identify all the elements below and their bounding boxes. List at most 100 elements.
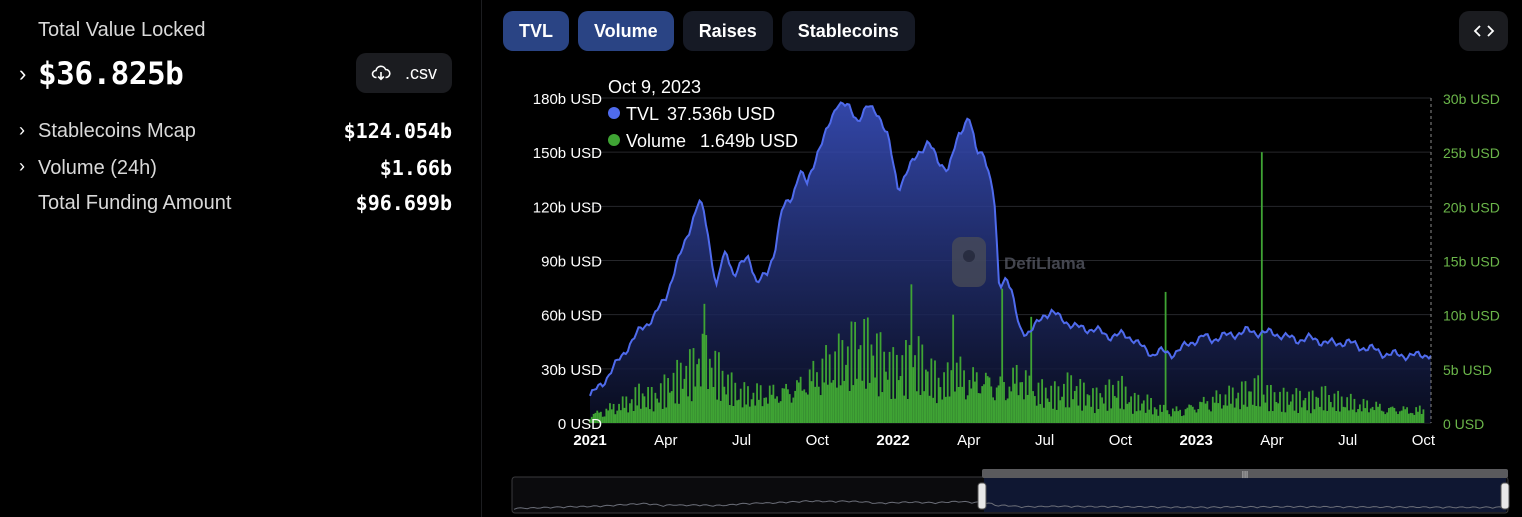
volume-bar: [928, 395, 931, 423]
volume-bar: [805, 392, 807, 423]
volume-bar: [943, 372, 945, 423]
volume-bar: [881, 392, 884, 423]
tab-stablecoins[interactable]: Stablecoins: [781, 11, 915, 51]
volume-bar: [1251, 404, 1254, 423]
tab-tvl[interactable]: TVL: [503, 11, 569, 51]
volume-bar: [814, 386, 817, 423]
range-slider[interactable]: |||: [511, 469, 1510, 514]
volume-bar: [1282, 387, 1285, 423]
volume-bar: [932, 397, 935, 423]
volume-bar: [848, 390, 851, 423]
volume-bar: [605, 408, 608, 423]
volume-bar: [797, 382, 800, 423]
volume-bar: [1268, 411, 1270, 423]
stat-row-volume[interactable]: Volume (24h) $1.66b: [38, 156, 452, 180]
volume-bar: [601, 416, 604, 423]
volume-chevron-icon[interactable]: ›: [19, 156, 25, 176]
volume-bar: [723, 386, 726, 423]
volume-bar: [627, 412, 630, 423]
volume-bar: [1021, 382, 1024, 423]
volume-bar: [743, 382, 746, 423]
tab-volume[interactable]: Volume: [578, 11, 674, 51]
volume-bar: [1050, 385, 1053, 423]
y-left-tick-label: 180b USD: [533, 91, 602, 108]
volume-bar: [877, 396, 880, 423]
volume-bar: [654, 392, 657, 423]
volume-bar: [1397, 414, 1399, 423]
volume-bar: [719, 400, 722, 423]
slider-window-bar[interactable]: [982, 469, 1508, 478]
volume-bar: [721, 370, 724, 423]
volume-bar: [1001, 288, 1004, 423]
volume-bar: [1057, 386, 1060, 423]
volume-bar: [734, 382, 737, 423]
volume-bar: [830, 382, 833, 423]
volume-bar: [1137, 394, 1140, 423]
volume-bar: [736, 400, 738, 423]
volume-bar: [819, 395, 822, 423]
volume-bar: [728, 405, 731, 423]
y-left-tick-label: 60b USD: [541, 308, 602, 325]
volume-bar: [852, 385, 855, 423]
volume-bar: [1190, 405, 1192, 423]
volume-bar: [1237, 392, 1240, 423]
volume-bar: [616, 410, 619, 423]
x-tick-label: Apr: [654, 432, 677, 449]
volume-bar: [641, 393, 644, 423]
volume-bar: [1121, 375, 1123, 423]
volume-bar: [968, 379, 971, 423]
volume-bar: [703, 303, 706, 423]
volume-bar: [859, 345, 862, 423]
volume-bar: [670, 391, 673, 423]
volume-bar: [1175, 406, 1178, 423]
tab-raises[interactable]: Raises: [682, 11, 773, 51]
volume-bar: [1003, 382, 1005, 423]
volume-bar: [685, 365, 688, 423]
slider-left-handle[interactable]: [977, 482, 987, 510]
x-tick-label: 2023: [1179, 432, 1212, 449]
volume-bar: [963, 370, 965, 423]
volume-bar: [843, 380, 846, 423]
cloud-download-icon: [371, 65, 391, 81]
volume-bar: [1199, 401, 1201, 423]
embed-button[interactable]: [1459, 11, 1508, 51]
volume-bar: [816, 372, 818, 423]
volume-bar: [1286, 391, 1289, 423]
volume-bar: [1337, 390, 1339, 423]
volume-bar: [988, 377, 991, 423]
volume-bar: [1157, 415, 1160, 423]
volume-bar: [1193, 409, 1196, 423]
volume-bar: [1406, 407, 1408, 423]
volume-bar: [808, 369, 811, 423]
volume-bar: [1250, 391, 1252, 423]
volume-bar: [1375, 401, 1378, 423]
stat-row-stablecoins[interactable]: Stablecoins Mcap $124.054b: [38, 119, 452, 143]
slider-selected-range[interactable]: [984, 478, 1506, 512]
expand-chevron-icon[interactable]: ›: [19, 61, 27, 86]
volume-bar: [1210, 411, 1212, 423]
volume-bar: [752, 392, 755, 423]
volume-bar: [1117, 380, 1120, 423]
volume-bar: [874, 377, 876, 423]
code-icon: [1473, 25, 1494, 37]
stablecoins-chevron-icon[interactable]: ›: [19, 120, 25, 140]
volume-bar: [1326, 410, 1329, 423]
volume-bar: [1244, 381, 1247, 423]
volume-bar: [1181, 416, 1183, 423]
volume-bar: [621, 396, 624, 423]
volume-bar: [690, 401, 693, 423]
summary-panel: Total Value Locked › $36.825b .csv › Sta…: [0, 0, 482, 517]
volume-bar: [1246, 406, 1249, 423]
volume-bar: [756, 383, 758, 423]
volume-bar: [839, 385, 842, 423]
volume-bar: [1104, 384, 1107, 423]
volume-bar: [1188, 404, 1191, 423]
volume-bar: [1182, 415, 1185, 423]
volume-bar: [629, 403, 631, 423]
volume-bar: [774, 398, 777, 423]
volume-bar: [879, 332, 882, 423]
volume-bar: [1119, 408, 1122, 423]
download-csv-button[interactable]: .csv: [356, 53, 452, 93]
slider-right-handle[interactable]: [1500, 482, 1510, 510]
